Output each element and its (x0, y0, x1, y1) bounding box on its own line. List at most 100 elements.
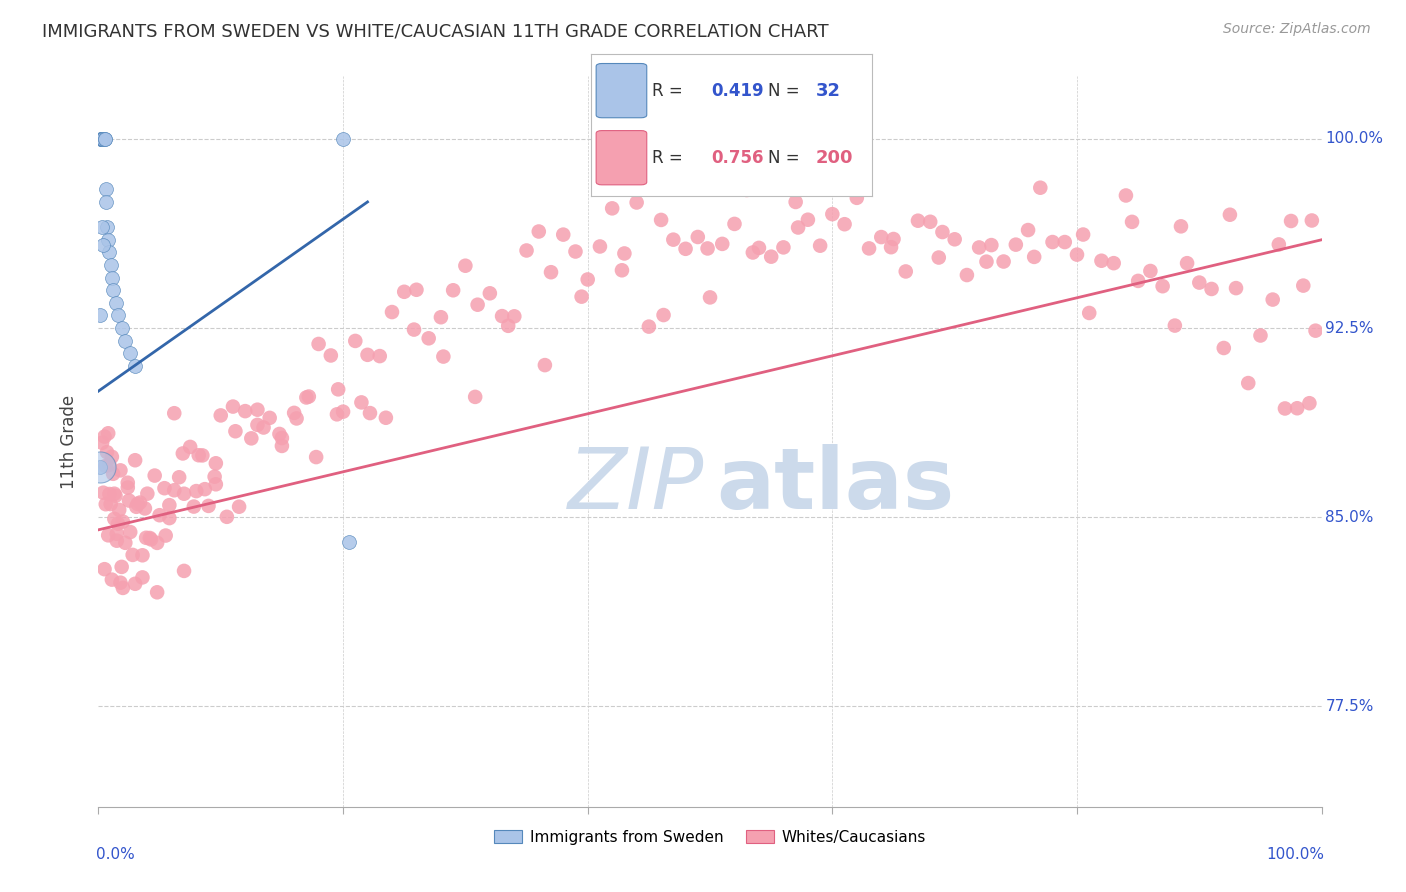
Text: R =: R = (652, 82, 689, 100)
Point (91, 132, 114, 146)
Point (110, 463, 132, 477)
Point (576, 272, 599, 286)
Point (1029, 180, 1052, 194)
Point (101, 573, 124, 587)
Point (183, 500, 205, 514)
Point (146, 585, 169, 599)
Point (637, 319, 661, 334)
Point (308, 337, 330, 351)
Point (270, 439, 294, 453)
Point (173, 487, 195, 501)
Point (134, 501, 156, 516)
Point (696, 242, 718, 256)
Point (1170, 219, 1192, 234)
Point (1286, 401, 1309, 416)
Point (785, 194, 807, 209)
Point (269, 427, 291, 442)
Point (326, 407, 349, 421)
Point (179, 440, 201, 454)
Point (883, 232, 905, 246)
Point (222, 400, 245, 414)
Point (118, 493, 141, 508)
Point (907, 213, 929, 227)
Point (1225, 281, 1247, 295)
Point (392, 285, 416, 299)
Point (1279, 214, 1302, 228)
Point (240, 431, 263, 445)
Point (652, 308, 675, 322)
Point (205, 477, 228, 491)
Point (1128, 274, 1150, 288)
Point (870, 230, 893, 244)
Point (741, 245, 763, 260)
Point (103, 486, 125, 500)
Point (650, 213, 672, 227)
Point (1212, 341, 1234, 355)
Point (441, 283, 464, 297)
Point (110, 575, 132, 590)
Point (197, 499, 219, 513)
Point (834, 180, 856, 194)
Point (163, 406, 186, 420)
Point (117, 475, 139, 490)
Point (98, 245, 121, 260)
Point (1004, 237, 1026, 252)
Point (270, 431, 294, 445)
Point (93, 429, 115, 443)
Point (89, 459, 111, 474)
Point (136, 486, 159, 500)
Point (686, 230, 709, 244)
Point (98, 487, 121, 501)
Point (1219, 208, 1241, 222)
Point (418, 331, 440, 345)
Point (430, 310, 453, 325)
Point (204, 469, 226, 483)
Point (337, 535, 360, 549)
Point (149, 508, 172, 523)
Point (1102, 256, 1125, 270)
Point (1121, 215, 1143, 229)
Point (368, 349, 391, 363)
Point (91, 132, 114, 146)
Point (931, 225, 953, 239)
Point (1305, 324, 1327, 338)
Point (405, 283, 427, 297)
Point (153, 481, 176, 495)
Point (100, 497, 122, 511)
Point (787, 220, 810, 235)
Point (478, 286, 501, 301)
Point (350, 395, 373, 409)
Point (564, 244, 586, 259)
Point (1188, 276, 1211, 290)
Point (1115, 188, 1137, 202)
Point (1292, 278, 1315, 293)
Point (515, 244, 537, 258)
Point (613, 246, 636, 260)
Point (143, 468, 166, 483)
FancyBboxPatch shape (596, 130, 647, 185)
Point (432, 350, 454, 364)
Text: 100.0%: 100.0% (1265, 847, 1324, 863)
Point (104, 295, 127, 310)
Point (1301, 213, 1323, 227)
Point (1298, 396, 1320, 410)
Point (1024, 250, 1046, 264)
Point (101, 283, 124, 297)
Text: N =: N = (768, 82, 799, 100)
Point (89, 309, 111, 323)
Point (157, 498, 180, 512)
Point (626, 195, 648, 210)
Point (356, 348, 378, 362)
Point (93, 132, 115, 146)
Point (259, 410, 281, 425)
Point (125, 500, 148, 514)
Text: 92.5%: 92.5% (1326, 320, 1374, 335)
Point (1042, 235, 1064, 249)
Point (91, 132, 114, 146)
Point (117, 481, 139, 495)
Point (131, 570, 153, 584)
Point (90, 132, 112, 146)
Point (252, 420, 274, 434)
Point (711, 236, 734, 251)
Point (120, 346, 142, 360)
